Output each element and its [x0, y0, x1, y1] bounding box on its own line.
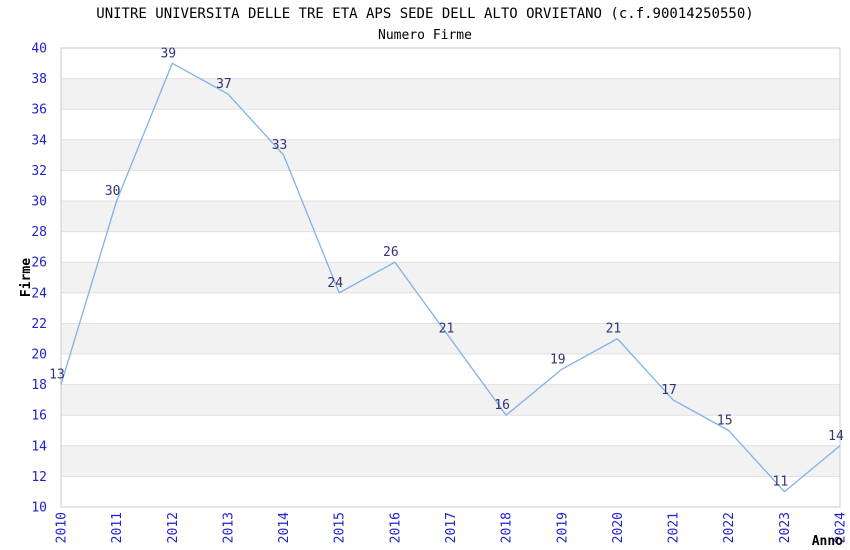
data-point-label: 21	[606, 322, 622, 337]
plot-band	[61, 384, 840, 416]
y-tick-label: 20	[31, 348, 47, 363]
y-tick-label: 36	[31, 103, 47, 118]
data-point-label: 11	[773, 475, 789, 490]
data-point-label: 14	[828, 429, 844, 444]
x-tick-label: 2016	[388, 512, 403, 543]
x-tick-label: 2011	[110, 512, 125, 543]
y-tick-label: 22	[31, 317, 47, 332]
x-tick-label: 2018	[500, 512, 515, 543]
x-tick-label: 2013	[221, 512, 236, 543]
y-tick-label: 40	[31, 42, 47, 57]
data-point-label: 17	[661, 383, 677, 398]
x-tick-label: 2012	[166, 512, 181, 543]
y-tick-label: 10	[31, 501, 47, 516]
data-point-label: 30	[105, 184, 121, 199]
y-tick-label: 38	[31, 72, 47, 87]
x-tick-label: 2019	[555, 512, 570, 543]
x-tick-label: 2010	[55, 512, 70, 543]
plot-band	[61, 262, 840, 293]
y-tick-label: 12	[31, 470, 47, 485]
chart-subtitle: Numero Firme	[378, 28, 472, 43]
chart-title: UNITRE UNIVERSITA DELLE TRE ETA APS SEDE…	[96, 6, 754, 22]
y-axis-title: Firme	[19, 258, 34, 297]
data-point-label: 33	[272, 138, 288, 153]
data-point-label: 16	[494, 398, 510, 413]
x-tick-label: 2017	[444, 512, 459, 543]
data-point-label: 37	[216, 77, 232, 92]
x-tick-label: 2022	[722, 512, 737, 543]
x-tick-label: 2024	[834, 512, 849, 543]
x-axis-title: Anno	[812, 534, 843, 549]
data-point-label: 19	[550, 352, 566, 367]
data-point-label: 15	[717, 414, 733, 429]
y-tick-label: 32	[31, 164, 47, 179]
plot-band	[61, 78, 840, 110]
data-point-label: 39	[160, 46, 176, 61]
y-tick-label: 16	[31, 409, 47, 424]
x-tick-label: 2014	[277, 512, 292, 543]
y-tick-label: 26	[31, 256, 47, 271]
x-tick-label: 2023	[778, 512, 793, 543]
y-tick-label: 28	[31, 225, 47, 240]
x-tick-label: 2021	[667, 512, 682, 543]
x-tick-label: 2015	[333, 512, 348, 543]
plot-band	[61, 139, 840, 171]
data-point-label: 24	[327, 276, 343, 291]
plot-band	[61, 201, 840, 232]
data-point-label: 13	[49, 368, 65, 383]
data-line	[60, 62, 841, 493]
plot-border	[60, 47, 841, 508]
data-point-label: 26	[383, 245, 399, 260]
plot-band	[61, 445, 840, 477]
y-tick-label: 34	[31, 133, 47, 148]
y-tick-label: 14	[31, 439, 47, 454]
y-tick-label: 30	[31, 195, 47, 210]
data-point-label: 21	[439, 322, 455, 337]
x-tick-label: 2020	[611, 512, 626, 543]
y-tick-label: 24	[31, 286, 47, 301]
y-tick-label: 18	[31, 378, 47, 393]
